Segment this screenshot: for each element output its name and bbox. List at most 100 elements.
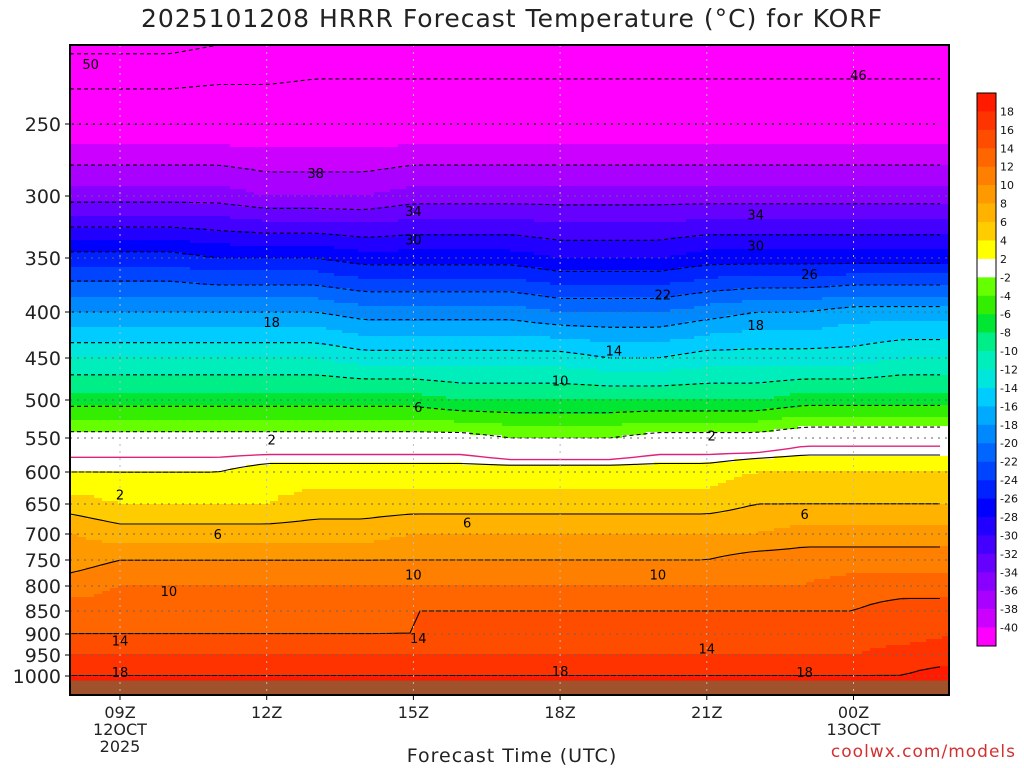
field-cell — [822, 366, 831, 379]
field-cell — [446, 381, 455, 400]
field-cell — [590, 357, 599, 370]
field-cell — [390, 306, 399, 322]
field-cell — [910, 456, 919, 472]
field-cell — [102, 216, 111, 229]
field-cell — [934, 264, 943, 274]
field-cell — [782, 276, 791, 289]
field-cell — [526, 267, 535, 283]
field-cell — [342, 318, 351, 334]
field-cell — [758, 348, 767, 367]
field-cell — [510, 654, 519, 676]
field-cell — [854, 417, 863, 427]
field-cell — [582, 426, 591, 439]
field-cell — [446, 399, 455, 412]
field-cell — [214, 543, 223, 562]
field-cell — [534, 294, 543, 310]
field-cell — [190, 165, 199, 187]
field-cell — [734, 249, 743, 265]
field-cell — [718, 165, 727, 187]
field-cell — [110, 144, 119, 166]
credit-link[interactable]: coolwx.com/models — [830, 742, 1016, 762]
field-cell — [686, 186, 695, 205]
field-cell — [542, 204, 551, 223]
field-cell — [110, 252, 119, 268]
field-cell — [806, 366, 815, 379]
field-cell — [694, 351, 703, 370]
field-cell — [702, 204, 711, 220]
field-cell — [734, 315, 743, 334]
field-cell — [246, 561, 255, 586]
field-cell — [646, 312, 655, 328]
field-cell — [222, 543, 231, 562]
field-cell — [182, 561, 191, 586]
field-cell — [638, 423, 647, 436]
field-cell — [254, 246, 263, 259]
field-cell — [782, 549, 791, 586]
field-cell — [790, 204, 799, 220]
field-cell — [870, 546, 879, 574]
field-cell — [238, 258, 247, 271]
field-cell — [822, 204, 831, 220]
field-cell — [270, 312, 279, 328]
field-cell — [470, 45, 479, 145]
field-cell — [726, 186, 735, 205]
field-cell — [310, 207, 319, 223]
field-cell — [70, 45, 79, 145]
field-cell — [158, 561, 167, 586]
field-cell — [174, 357, 183, 376]
colorbar-label: -36 — [1000, 585, 1018, 598]
field-cell — [630, 465, 639, 490]
field-cell — [718, 351, 727, 367]
field-cell — [502, 438, 511, 466]
field-cell — [198, 228, 207, 244]
field-cell — [742, 552, 751, 586]
x-tick-label: 12OCT — [93, 720, 147, 739]
field-cell — [446, 234, 455, 250]
field-cell — [366, 585, 375, 634]
field-cell — [710, 234, 719, 250]
field-cell — [806, 186, 815, 205]
field-cell — [342, 561, 351, 586]
field-cell — [166, 267, 175, 283]
field-cell — [462, 291, 471, 307]
field-cell — [214, 375, 223, 394]
field-cell — [518, 414, 527, 427]
field-cell — [526, 252, 535, 268]
field-cell — [886, 285, 895, 298]
field-cell — [534, 414, 543, 427]
field-cell — [846, 306, 855, 325]
field-cell — [742, 219, 751, 235]
colorbar-label: 12 — [1000, 161, 1014, 174]
field-cell — [214, 285, 223, 298]
field-cell — [550, 561, 559, 586]
field-cell — [238, 357, 247, 376]
field-cell — [302, 561, 311, 586]
field-cell — [638, 258, 647, 271]
field-cell — [310, 246, 319, 259]
field-cell — [926, 306, 935, 322]
field-cell — [846, 366, 855, 379]
field-cell — [822, 309, 831, 328]
field-cell — [742, 186, 751, 205]
field-cell — [86, 312, 95, 328]
field-cell — [542, 426, 551, 439]
field-cell — [126, 297, 135, 313]
field-cell — [918, 339, 927, 358]
field-cell — [622, 240, 631, 259]
field-cell — [614, 357, 623, 373]
field-cell — [830, 471, 839, 505]
field-cell — [118, 267, 127, 283]
field-cell — [230, 342, 239, 358]
field-cell — [206, 504, 215, 526]
field-cell — [614, 270, 623, 286]
field-cell — [686, 204, 695, 220]
field-cell — [662, 285, 671, 298]
field-cell — [518, 384, 527, 400]
field-cell — [126, 393, 135, 406]
field-cell — [790, 456, 799, 472]
field-cell — [606, 513, 615, 535]
field-cell — [230, 231, 239, 247]
field-cell — [918, 234, 927, 250]
field-cell — [518, 438, 527, 466]
field-cell — [654, 297, 663, 313]
